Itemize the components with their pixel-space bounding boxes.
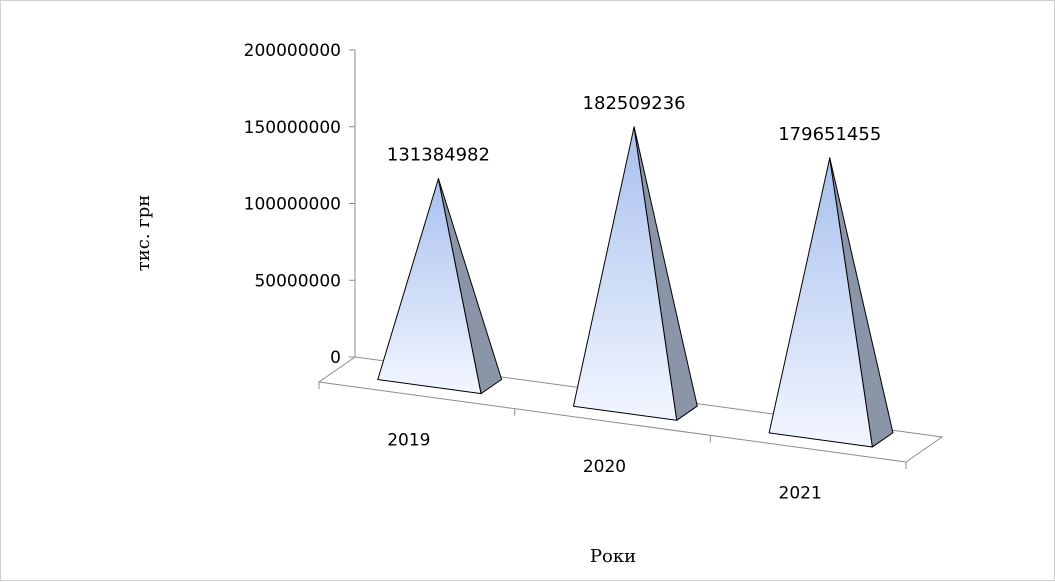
data-label: 182509236 [583,93,686,114]
pyramid-bar-2019 [377,178,503,395]
y-axis-title: тис. грн [133,195,154,271]
x-tick-label: 2021 [779,484,822,504]
data-label: 131384982 [387,145,490,166]
pyramid-side-face [437,178,503,395]
x-axis-title: Роки [590,546,636,567]
y-tick-label: 100000000 [244,195,341,215]
data-label: 179651455 [778,124,881,145]
pyramid-side-face [633,126,698,421]
pyramid-bar-2021 [768,157,894,448]
pyramid-side-face [829,157,894,448]
y-tick-label: 200000000 [244,41,341,61]
y-tick-label: 150000000 [244,118,341,138]
y-tick-label: 50000000 [254,271,341,291]
x-tick-label: 2020 [583,457,626,477]
x-tick-label: 2019 [387,430,430,450]
y-tick-label: 0 [330,348,341,368]
pyramid-bar-2020 [572,126,698,421]
